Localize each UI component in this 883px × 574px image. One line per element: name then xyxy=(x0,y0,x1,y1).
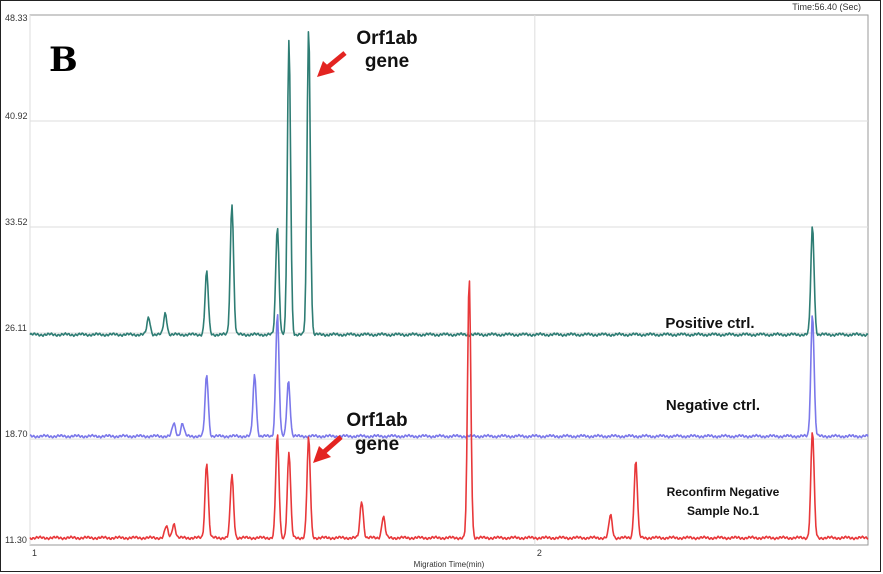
x-axis-title: Migration Time(min) xyxy=(414,560,485,569)
y-tick-label: 26.11 xyxy=(5,323,27,333)
mid-gene-label-line2: gene xyxy=(355,434,399,455)
mid-gene-label-line1: Orf1ab xyxy=(346,410,407,431)
y-tick-label: 11.30 xyxy=(5,535,27,545)
y-tick-label: 33.52 xyxy=(5,217,28,227)
series-trace-reconfirm-negative-sample-no-1 xyxy=(29,280,869,541)
series-trace-positive-ctrl- xyxy=(29,31,869,338)
reconfirm-label-line2: Sample No.1 xyxy=(687,504,759,518)
time-readout: Time:56.40 (Sec) xyxy=(792,2,861,12)
reconfirm-label-line1: Reconfirm Negative xyxy=(667,485,780,499)
x-tick-label: 1 xyxy=(32,548,37,558)
y-axis-ticks: 48.33 40.92 33.52 26.11 18.70 11.30 xyxy=(5,13,28,545)
y-tick-label: 18.70 xyxy=(5,429,28,439)
traces xyxy=(29,31,869,541)
top-gene-label-line1: Orf1ab xyxy=(356,28,417,49)
y-tick-label: 40.92 xyxy=(5,111,28,121)
x-tick-label: 2 xyxy=(537,548,542,558)
panel-letter: B xyxy=(49,40,78,80)
positive-ctrl-label: Positive ctrl. xyxy=(665,315,754,332)
y-tick-label: 48.33 xyxy=(5,13,28,23)
plot-area xyxy=(29,14,869,546)
mid-arrow-icon xyxy=(313,435,343,463)
top-arrow-icon xyxy=(317,51,347,77)
negative-ctrl-label: Negative ctrl. xyxy=(666,397,760,414)
series-trace-negative-ctrl- xyxy=(29,313,869,439)
top-gene-label-line2: gene xyxy=(365,51,409,72)
